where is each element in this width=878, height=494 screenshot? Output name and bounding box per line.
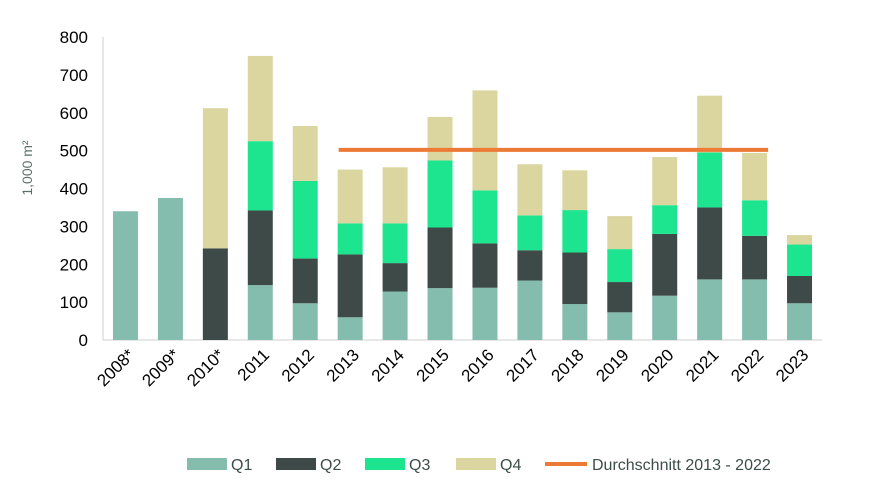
y-axis-ticks: 0 100 200 300 400 500 600 700 800 (60, 28, 88, 350)
bar-q3-2015 (427, 160, 453, 228)
bar-q2-2016 (472, 243, 498, 288)
bar-q2-2017 (517, 250, 543, 281)
y-tick-label: 200 (60, 255, 88, 274)
bar-q4-2011 (247, 55, 273, 142)
x-tick-label: 2015 (413, 345, 453, 385)
y-tick-label: 600 (60, 104, 88, 123)
x-axis-ticks: 2008* 2009* 2010* 2011 2012 2013 2014 2015 2016 2… (93, 345, 812, 390)
bar-q2-2014 (382, 263, 408, 292)
bar-q1-2022 (742, 279, 768, 340)
bar-q3-2019 (607, 249, 633, 283)
bar-q2-2010 (202, 248, 228, 340)
bar-q4-2013 (337, 169, 363, 224)
legend: Q1 Q2 Q3 Q4 Durchschnitt 2013 - 2022 (187, 457, 771, 474)
bar-q4-2010 (202, 108, 228, 249)
bar-q1-2018 (562, 304, 588, 340)
legend-swatch (187, 458, 227, 470)
bar-q1-2014 (382, 291, 408, 340)
bar-q4-2023 (787, 235, 813, 245)
y-tick-label: 500 (60, 142, 88, 161)
bar-q1-2008 (112, 211, 138, 340)
x-tick-label: 2009* (138, 345, 183, 390)
legend-label: Q3 (409, 457, 430, 474)
y-tick-label: 100 (60, 293, 88, 312)
x-tick-label: 2014 (368, 345, 408, 385)
y-tick-label: 0 (79, 331, 88, 350)
bar-q2-2019 (607, 282, 633, 313)
x-tick-label: 2011 (234, 345, 273, 384)
x-tick-label: 2016 (458, 345, 498, 385)
bar-q3-2012 (292, 180, 318, 259)
bar-series (112, 55, 813, 340)
x-tick-label: 2013 (323, 345, 363, 385)
bar-q4-2019 (607, 216, 633, 250)
bar-q2-2023 (787, 275, 813, 304)
x-tick-label: 2023 (772, 345, 812, 385)
bar-q3-2017 (517, 215, 543, 251)
bar-q1-2021 (697, 279, 723, 340)
bar-q3-2013 (337, 223, 363, 255)
bar-q2-2013 (337, 254, 363, 318)
y-tick-label: 700 (60, 66, 88, 85)
bar-q3-2023 (787, 244, 813, 276)
x-tick-label: 2010* (183, 345, 228, 390)
bar-q2-2022 (742, 235, 768, 280)
legend-label: Q2 (320, 457, 341, 474)
bar-q4-2021 (697, 95, 723, 153)
bar-q4-2015 (427, 116, 453, 161)
bar-q3-2021 (697, 152, 723, 208)
bar-q2-2011 (247, 210, 273, 286)
x-tick-label: 2012 (278, 345, 318, 385)
bar-q4-2016 (472, 90, 498, 191)
bar-q1-2013 (337, 317, 363, 340)
bar-q2-2021 (697, 207, 723, 280)
legend-label: Q4 (500, 457, 521, 474)
x-tick-label: 2020 (637, 345, 677, 385)
bar-q4-2017 (517, 164, 543, 216)
bar-q1-2020 (652, 295, 678, 340)
bar-q1-2012 (292, 303, 318, 340)
bar-q2-2012 (292, 258, 318, 304)
bar-q3-2020 (652, 205, 678, 234)
bar-q1-2023 (787, 303, 813, 340)
legend-label: Durchschnitt 2013 - 2022 (592, 457, 771, 474)
bar-q1-2015 (427, 288, 453, 340)
bar-q3-2018 (562, 210, 588, 253)
x-tick-label: 2017 (503, 345, 543, 385)
bar-q1-2009 (157, 197, 183, 340)
bar-q3-2022 (742, 200, 768, 236)
bar-q3-2016 (472, 190, 498, 244)
y-tick-label: 800 (60, 28, 88, 47)
bar-q1-2019 (607, 312, 633, 340)
bar-q1-2011 (247, 285, 273, 340)
legend-swatch (276, 458, 316, 470)
x-tick-label: 2008* (93, 345, 138, 390)
bar-q2-2015 (427, 227, 453, 289)
bar-q3-2011 (247, 141, 273, 211)
legend-swatch (456, 458, 496, 470)
y-axis-label: 1,000 m² (19, 140, 35, 196)
bar-q4-2022 (742, 152, 768, 201)
bar-q1-2017 (517, 280, 543, 340)
bar-q4-2020 (652, 157, 678, 206)
bar-q2-2018 (562, 252, 588, 305)
legend-swatch (365, 458, 405, 470)
bar-q3-2014 (382, 223, 408, 264)
x-tick-label: 2021 (682, 345, 722, 385)
legend-label: Q1 (231, 457, 252, 474)
x-tick-label: 2019 (592, 345, 632, 385)
bar-q1-2016 (472, 287, 498, 340)
bar-q4-2012 (292, 126, 318, 181)
y-tick-label: 300 (60, 217, 88, 236)
bar-q4-2014 (382, 167, 408, 224)
x-tick-label: 2022 (727, 345, 767, 385)
bar-q2-2020 (652, 233, 678, 296)
bar-q4-2018 (562, 170, 588, 211)
x-tick-label: 2018 (547, 345, 587, 385)
y-tick-label: 400 (60, 180, 88, 199)
